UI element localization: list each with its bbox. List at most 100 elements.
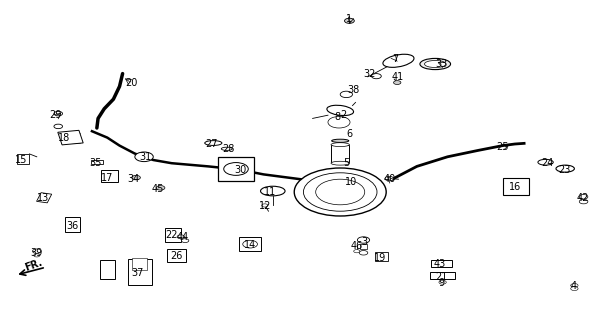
Text: 39: 39 xyxy=(31,248,43,258)
Text: 44: 44 xyxy=(177,232,189,242)
Text: 12: 12 xyxy=(259,201,271,212)
Text: 21: 21 xyxy=(435,272,447,282)
Text: 25: 25 xyxy=(497,142,509,152)
Text: 30: 30 xyxy=(235,164,247,175)
Text: 15: 15 xyxy=(15,155,28,165)
Bar xyxy=(167,249,186,262)
Bar xyxy=(218,157,254,181)
Text: 45: 45 xyxy=(152,184,164,194)
Bar xyxy=(91,160,103,164)
Text: 37: 37 xyxy=(132,268,144,278)
Text: 24: 24 xyxy=(541,158,554,168)
Ellipse shape xyxy=(205,141,222,146)
Text: 18: 18 xyxy=(58,132,70,143)
Text: 34: 34 xyxy=(128,174,140,184)
Ellipse shape xyxy=(261,186,285,196)
Circle shape xyxy=(243,240,257,248)
Circle shape xyxy=(54,111,63,116)
Text: 22: 22 xyxy=(166,230,178,240)
Text: 7: 7 xyxy=(392,54,398,64)
Circle shape xyxy=(357,237,370,243)
Circle shape xyxy=(371,74,381,79)
Bar xyxy=(99,260,115,279)
Circle shape xyxy=(359,251,368,255)
Circle shape xyxy=(571,287,578,291)
Bar xyxy=(375,252,388,261)
Text: 41: 41 xyxy=(392,72,404,82)
Text: 13: 13 xyxy=(37,193,49,204)
Circle shape xyxy=(345,18,354,23)
Ellipse shape xyxy=(420,59,451,70)
Bar xyxy=(239,237,261,252)
Text: 6: 6 xyxy=(346,129,352,140)
Text: 20: 20 xyxy=(126,78,138,88)
Circle shape xyxy=(354,250,360,253)
Bar xyxy=(101,170,118,182)
Bar xyxy=(165,228,180,243)
Circle shape xyxy=(303,173,377,211)
Text: 8: 8 xyxy=(334,112,340,122)
Text: 42: 42 xyxy=(576,193,588,204)
Ellipse shape xyxy=(538,159,554,165)
Text: 11: 11 xyxy=(264,187,276,197)
Text: 29: 29 xyxy=(49,110,61,120)
Circle shape xyxy=(32,249,41,253)
Circle shape xyxy=(316,179,365,205)
Circle shape xyxy=(54,124,63,129)
Text: 10: 10 xyxy=(345,177,357,188)
Bar xyxy=(360,244,367,249)
Text: 19: 19 xyxy=(374,252,386,263)
Ellipse shape xyxy=(221,147,232,150)
Text: 33: 33 xyxy=(435,59,447,69)
Bar xyxy=(132,258,147,270)
Circle shape xyxy=(328,116,350,128)
Circle shape xyxy=(181,239,189,243)
Text: 9: 9 xyxy=(438,278,444,288)
Ellipse shape xyxy=(331,161,349,165)
Text: 32: 32 xyxy=(364,68,376,79)
Text: 1: 1 xyxy=(346,14,352,24)
Bar xyxy=(430,260,452,267)
Ellipse shape xyxy=(327,105,354,116)
Text: FR.: FR. xyxy=(23,258,44,273)
Circle shape xyxy=(262,204,268,207)
Bar xyxy=(331,145,349,163)
Bar xyxy=(37,193,51,203)
Ellipse shape xyxy=(424,60,446,68)
Circle shape xyxy=(135,152,153,162)
Bar xyxy=(503,178,529,195)
Text: 5: 5 xyxy=(343,158,349,168)
Circle shape xyxy=(394,81,401,84)
Ellipse shape xyxy=(224,163,248,175)
Ellipse shape xyxy=(556,165,574,172)
Text: 23: 23 xyxy=(558,164,570,175)
Bar xyxy=(58,130,83,145)
Text: 40: 40 xyxy=(384,174,396,184)
Circle shape xyxy=(439,280,446,284)
Text: 46: 46 xyxy=(351,241,363,252)
Circle shape xyxy=(177,235,185,239)
Bar xyxy=(128,259,152,285)
Text: 3: 3 xyxy=(362,236,368,247)
Circle shape xyxy=(571,284,578,287)
Text: 4: 4 xyxy=(570,281,576,292)
Text: 38: 38 xyxy=(348,84,360,95)
Text: 16: 16 xyxy=(509,182,521,192)
Circle shape xyxy=(385,176,394,181)
Ellipse shape xyxy=(331,143,349,147)
Circle shape xyxy=(579,199,588,204)
Text: 28: 28 xyxy=(222,144,234,154)
Bar xyxy=(17,154,29,164)
Circle shape xyxy=(34,254,40,257)
Ellipse shape xyxy=(332,139,349,142)
Text: 17: 17 xyxy=(101,172,113,183)
Text: 14: 14 xyxy=(244,240,256,250)
Circle shape xyxy=(340,91,352,98)
Text: 2: 2 xyxy=(340,110,346,120)
Bar xyxy=(64,218,80,232)
Text: 36: 36 xyxy=(66,220,78,231)
Bar xyxy=(430,272,455,279)
Circle shape xyxy=(156,186,165,190)
Text: 43: 43 xyxy=(434,259,446,269)
Text: 31: 31 xyxy=(140,152,152,162)
